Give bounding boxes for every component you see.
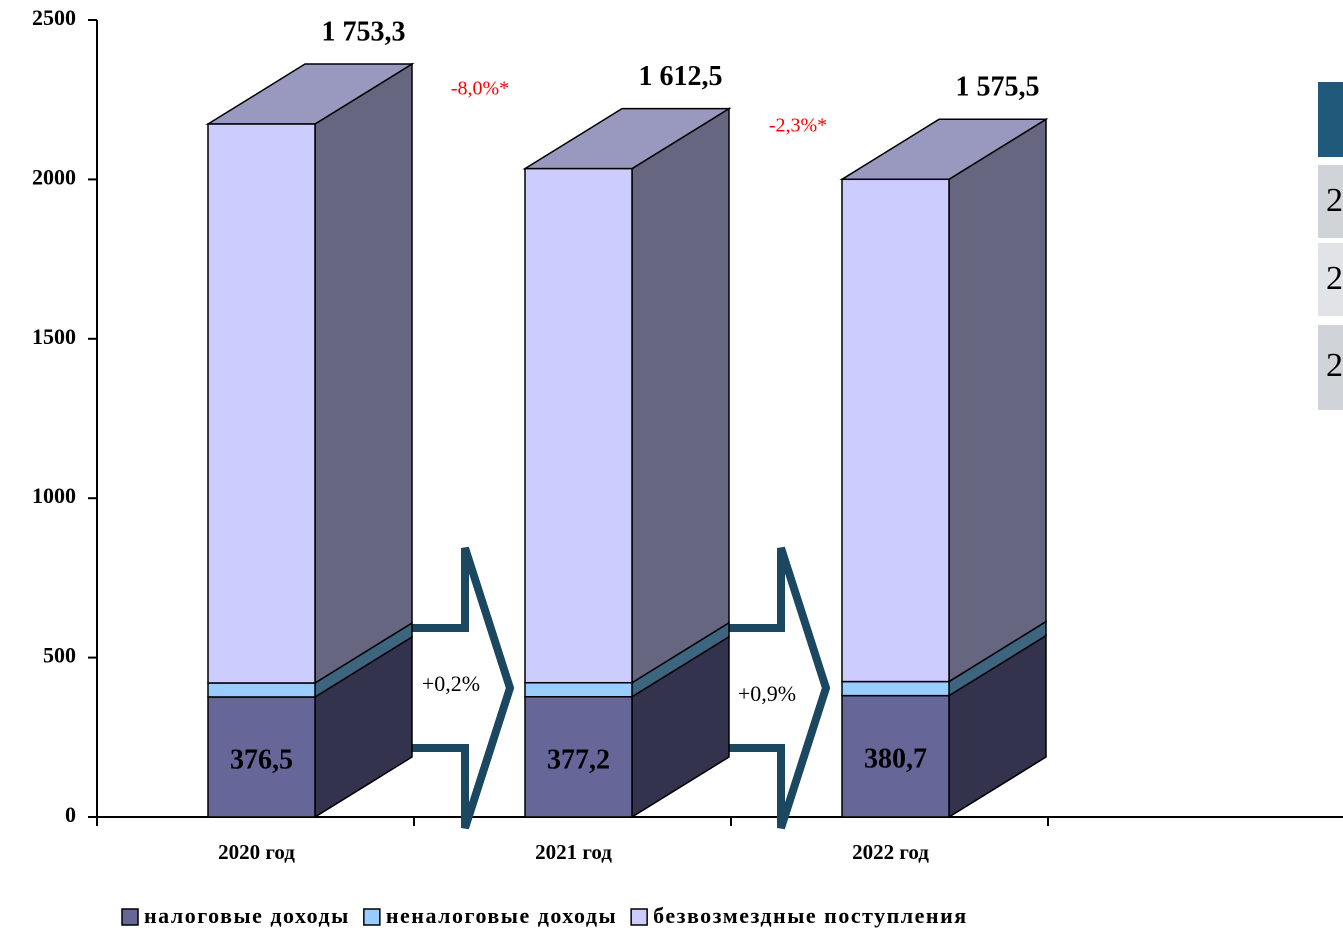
legend-swatch <box>630 908 648 926</box>
total-label: 1 612,5 <box>639 61 723 92</box>
bar <box>841 680 950 697</box>
table-row <box>1318 165 1343 238</box>
total-label: 1 753,3 <box>322 16 406 47</box>
bar <box>841 694 950 818</box>
bar <box>524 681 633 698</box>
table-row <box>1318 325 1343 410</box>
growth-label: +0,9% <box>738 681 796 706</box>
y-tick-label: 2500 <box>32 5 76 30</box>
change-label: -8,0%* <box>451 78 509 100</box>
bar <box>524 167 633 684</box>
y-tick-label: 1500 <box>32 324 76 349</box>
table-row <box>1318 243 1343 316</box>
x-tick-label: 2020 год <box>218 840 295 864</box>
value-label: 377,2 <box>547 744 610 775</box>
bar-side <box>314 62 413 685</box>
y-tick-label: 500 <box>43 643 76 668</box>
y-tick-label: 0 <box>65 802 76 827</box>
legend-label: налоговые доходы <box>144 903 350 928</box>
table-cell: 2 <box>1326 347 1343 384</box>
legend-label: безвозмездные поступления <box>653 903 968 928</box>
bar <box>207 682 316 698</box>
growth-arrow <box>719 546 831 830</box>
bar-side <box>631 107 730 685</box>
bar <box>841 178 950 683</box>
value-label: 380,7 <box>864 744 927 775</box>
table-cell: 2 <box>1326 182 1343 219</box>
bar <box>524 695 633 818</box>
growth-arrow <box>403 546 515 830</box>
x-tick-label: 2021 год <box>535 840 612 864</box>
total-label: 1 575,5 <box>956 72 1040 103</box>
bar-side <box>948 117 1047 683</box>
x-tick-label: 2022 год <box>852 840 929 864</box>
change-label: -2,3%* <box>769 115 827 137</box>
growth-label: +0,2% <box>422 671 480 696</box>
bar <box>207 123 316 684</box>
y-tick-label: 1000 <box>32 483 76 508</box>
table-header <box>1318 82 1343 157</box>
value-label: 376,5 <box>230 744 293 775</box>
legend-swatch <box>363 908 381 926</box>
y-tick-label: 2000 <box>32 164 76 189</box>
table-cell: 2 <box>1326 260 1343 297</box>
bar <box>207 696 316 818</box>
side-table: 2 2 2 <box>1318 82 1343 410</box>
legend-swatch <box>121 908 139 926</box>
legend-label: неналоговые доходы <box>386 903 617 928</box>
